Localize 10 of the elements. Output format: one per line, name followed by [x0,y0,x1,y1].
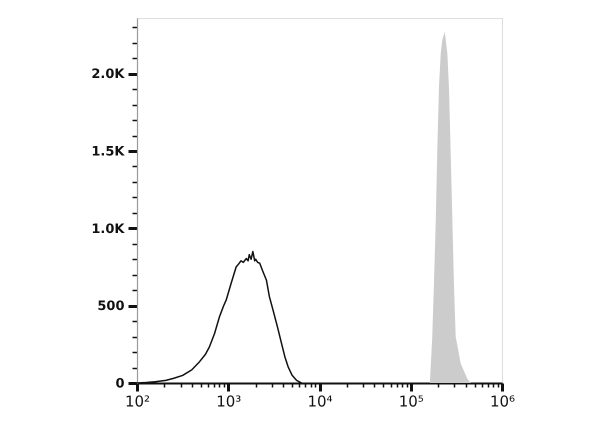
y-tick-label: 500 [97,299,124,314]
x-tick-label: 10⁴ [307,392,333,410]
x-tick-label: 10⁵ [398,392,424,410]
y-tick-label: 1.5K [91,144,126,160]
y-tick-label: 2.0K [91,67,126,82]
x-tick-label: 10⁶ [490,392,516,410]
x-tick-label: 10² [124,392,150,410]
y-tick-label: 0 [115,376,124,392]
x-tick-label: 10³ [216,392,242,410]
y-tick-label: 1.0K [91,222,126,237]
